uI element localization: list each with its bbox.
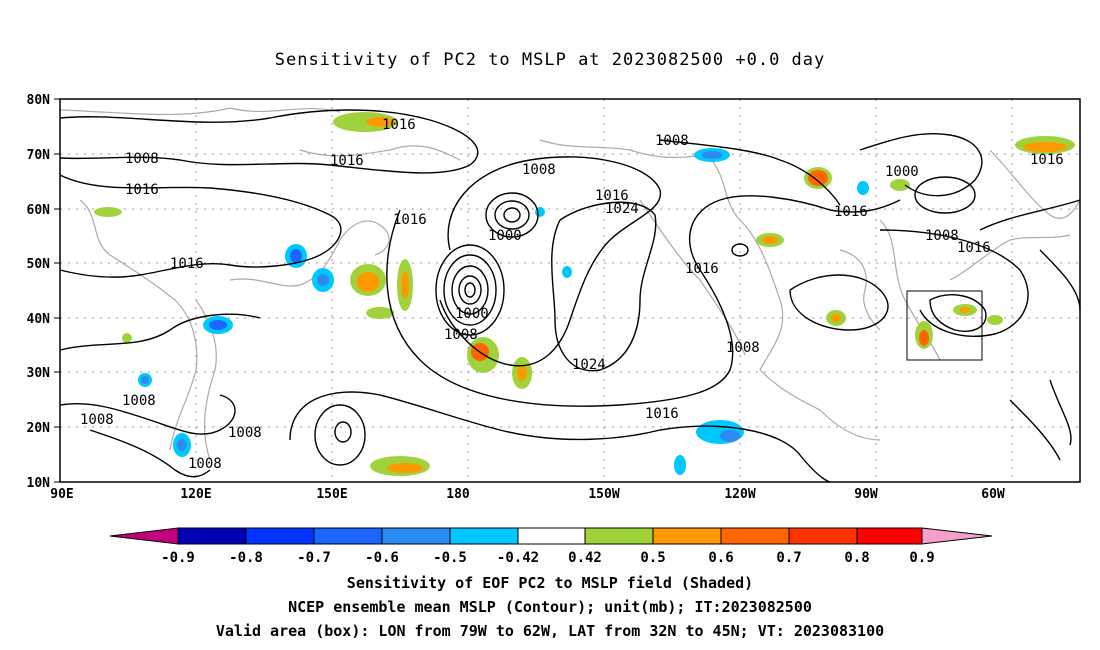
lat-label: 50N xyxy=(27,257,51,272)
contour-label: 1016 xyxy=(595,188,629,204)
contour-label: 1016 xyxy=(125,182,159,198)
contour-label: 1008 xyxy=(122,393,156,409)
lat-label: 20N xyxy=(27,421,51,436)
colorbar-right-arrow xyxy=(921,527,993,545)
mslp-contours xyxy=(59,109,1081,483)
lon-label: 120E xyxy=(180,487,211,502)
colorbar-segment xyxy=(245,527,315,545)
contour-label: 1008 xyxy=(228,425,262,441)
colorbar-label: 0.6 xyxy=(708,550,733,566)
plot-title: Sensitivity of PC2 to MSLP at 2023082500… xyxy=(274,50,826,70)
caption-line-1: Sensitivity of EOF PC2 to MSLP field (Sh… xyxy=(346,574,754,592)
colorbar-segment xyxy=(856,527,923,545)
lon-label: 120W xyxy=(724,487,755,502)
contour-label: 1024 xyxy=(605,201,639,217)
contour-label: 1024 xyxy=(572,357,606,373)
contour-label: 1008 xyxy=(125,151,159,167)
colorbar-label: 0.8 xyxy=(844,550,869,566)
lat-axis-labels: 80N 70N 60N 50N 40N 30N 20N 10N xyxy=(27,93,51,491)
contour-label: 1016 xyxy=(834,204,868,220)
contour-label: 1016 xyxy=(685,261,719,277)
colorbar-label: 0.7 xyxy=(776,550,801,566)
colorbar-label: 0.5 xyxy=(640,550,665,566)
lon-label: 180 xyxy=(446,487,470,502)
contour-label: 1008 xyxy=(925,228,959,244)
lon-label: 150W xyxy=(588,487,619,502)
lat-label: 70N xyxy=(27,148,51,163)
contour-label: 1016 xyxy=(330,153,364,169)
contour-label: 1016 xyxy=(382,117,416,133)
caption-line-3: Valid area (box): LON from 79W to 62W, L… xyxy=(215,622,885,640)
lon-label: 60W xyxy=(981,487,1005,502)
colorbar-segment xyxy=(313,527,383,545)
contour-label: 1008 xyxy=(188,456,222,472)
contour-label: 1008 xyxy=(80,412,114,428)
contour-label: 1000 xyxy=(455,306,489,322)
caption-line-2: NCEP ensemble mean MSLP (Contour); unit(… xyxy=(288,598,812,616)
colorbar-label: -0.6 xyxy=(365,550,399,566)
colorbar-label: -0.7 xyxy=(297,550,331,566)
contour-label: 1016 xyxy=(957,240,991,256)
contour-label: 1008 xyxy=(655,133,689,149)
lon-axis-labels: 90E 120E 150E 180 150W 120W 90W 60W xyxy=(50,487,1005,502)
colorbar-label: -0.5 xyxy=(433,550,467,566)
lat-label: 80N xyxy=(27,93,51,108)
colorbar-segment xyxy=(788,527,858,545)
lat-label: 10N xyxy=(27,476,51,491)
contour-label: 1008 xyxy=(522,162,556,178)
lon-label: 90W xyxy=(854,487,878,502)
lon-label: 90E xyxy=(50,487,73,502)
colorbar-label: 0.42 xyxy=(568,550,602,566)
contour-label: 1008 xyxy=(726,340,760,356)
colorbar-label: 0.9 xyxy=(909,550,934,566)
valid-area-box xyxy=(906,290,983,361)
contour-label: 1016 xyxy=(170,256,204,272)
grid-lines xyxy=(60,99,1080,482)
lat-label: 60N xyxy=(27,203,51,218)
colorbar xyxy=(109,527,993,545)
contour-label: 1000 xyxy=(488,228,522,244)
colorbar-label: -0.9 xyxy=(161,550,195,566)
contour-label: 1016 xyxy=(393,212,427,228)
coastlines xyxy=(59,107,1081,461)
lat-label: 30N xyxy=(27,366,51,381)
colorbar-segment xyxy=(517,527,586,545)
colorbar-segment xyxy=(381,527,451,545)
colorbar-left-arrow xyxy=(109,527,179,545)
colorbar-labels: -0.9 -0.8 -0.7 -0.6 -0.5 -0.42 0.42 0.5 … xyxy=(161,550,935,566)
lat-label: 40N xyxy=(27,312,51,327)
colorbar-label: -0.42 xyxy=(497,550,539,566)
contour-label: 1008 xyxy=(444,327,478,343)
lat-ticks xyxy=(54,98,60,483)
colorbar-label: -0.8 xyxy=(229,550,263,566)
contour-labels: 1016 1016 1008 1016 1008 1016 1016 1016 … xyxy=(80,117,1064,472)
colorbar-segment xyxy=(584,527,654,545)
contour-label: 1016 xyxy=(1030,152,1064,168)
colorbar-segment xyxy=(720,527,790,545)
contour-label: 1000 xyxy=(885,164,919,180)
map-border xyxy=(59,98,1081,483)
sensitivity-shading xyxy=(94,112,1075,476)
contour-label: 1016 xyxy=(645,406,679,422)
colorbar-segment xyxy=(449,527,519,545)
colorbar-segment xyxy=(652,527,722,545)
lon-label: 150E xyxy=(316,487,347,502)
colorbar-segment xyxy=(177,527,247,545)
